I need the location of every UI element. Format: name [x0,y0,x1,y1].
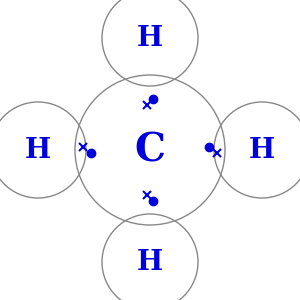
Text: H: H [137,248,163,275]
Text: H: H [25,136,51,164]
Text: H: H [137,25,163,52]
Text: C: C [134,131,166,169]
Text: H: H [249,136,275,164]
